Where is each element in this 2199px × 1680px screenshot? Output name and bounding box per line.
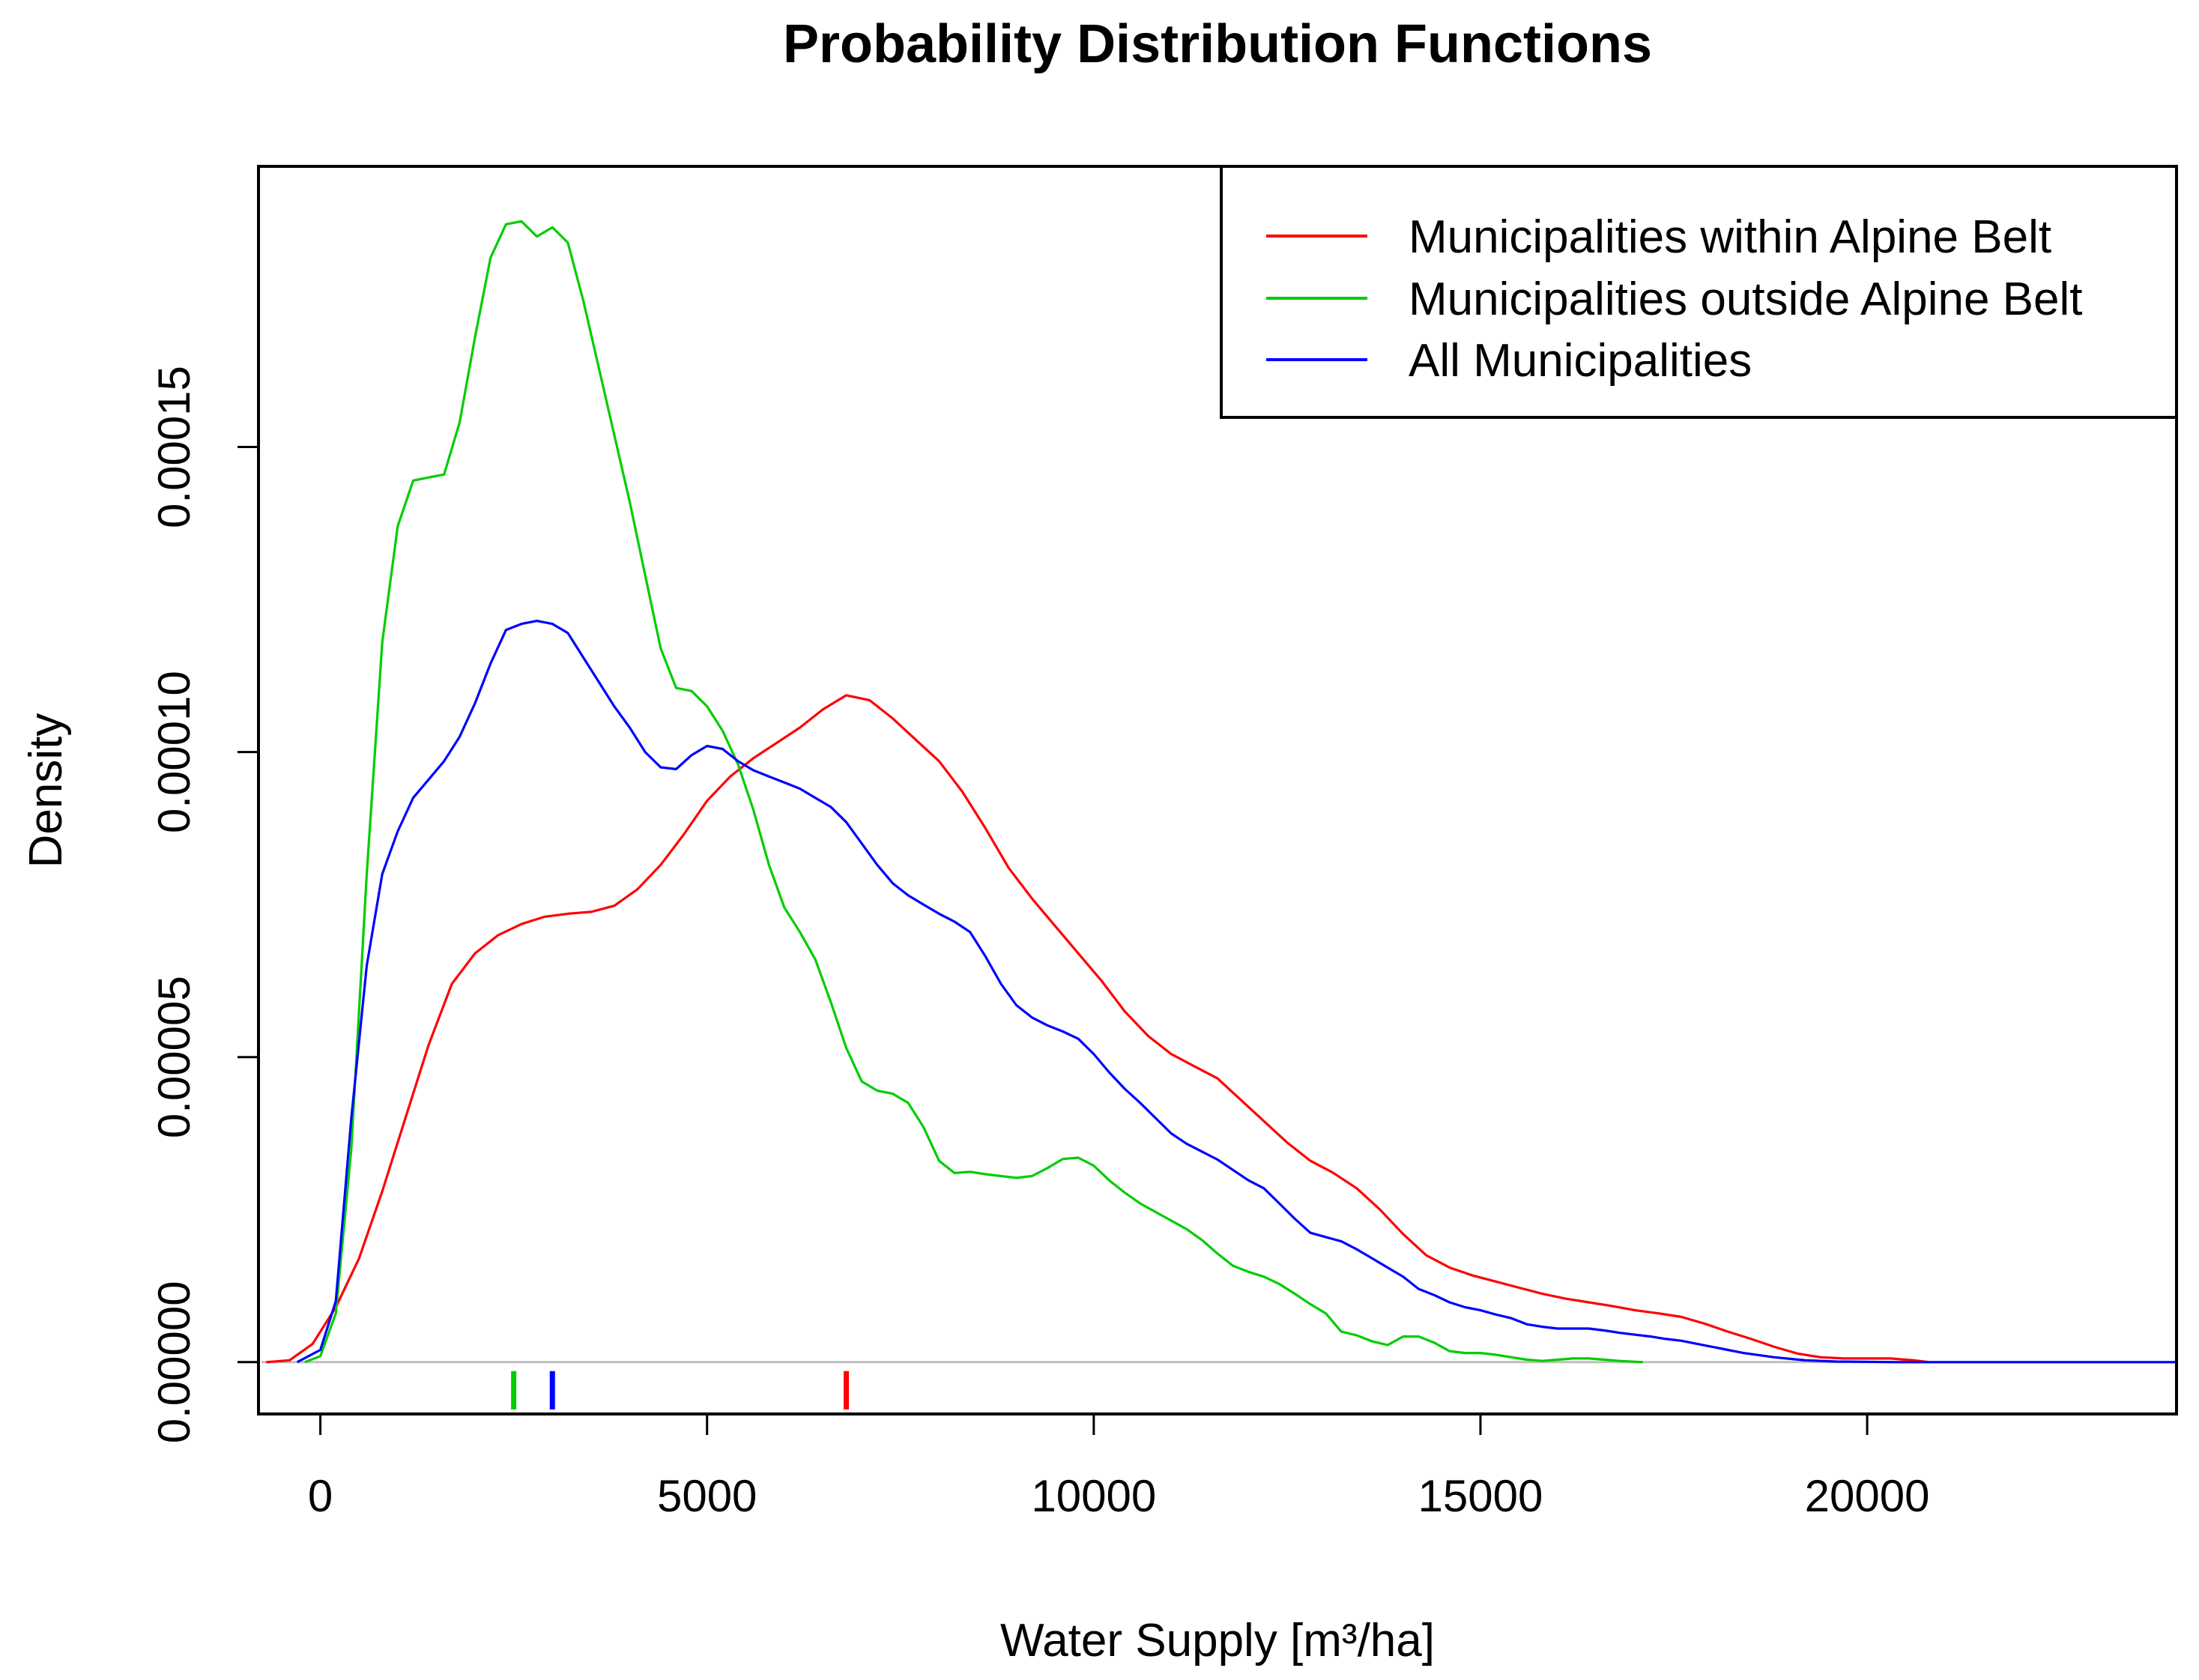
legend: Municipalities within Alpine Belt Munici… [1220,165,2178,419]
legend-box [1220,165,2178,419]
plot-area [261,220,2177,1409]
legend-label-all: All Municipalities [1409,335,1752,387]
x-axis-label: Water Supply [m³/ha] [1000,1615,1435,1667]
y-tick-label: 0.00010 [149,671,199,833]
legend-item-outside-alpine: Municipalities outside Alpine Belt [1266,274,2083,325]
x-axis: 0 5000 10000 15000 20000 [308,1412,1930,1521]
x-tick-label: 10000 [1031,1471,1156,1521]
y-axis-label: Density [20,713,72,868]
legend-label-within-alpine: Municipalities within Alpine Belt [1409,211,2051,263]
x-tick-label: 0 [308,1471,333,1521]
legend-item-all: All Municipalities [1266,335,1752,387]
x-tick-label: 5000 [657,1471,757,1521]
x-tick-label: 20000 [1805,1471,1930,1521]
chart-title: Probability Distribution Functions [783,14,1652,74]
legend-label-outside-alpine: Municipalities outside Alpine Belt [1409,274,2083,325]
y-tick-label: 0.00005 [149,976,199,1138]
y-tick-label: 0.00000 [149,1281,199,1443]
x-tick-label: 15000 [1418,1471,1543,1521]
y-tick-label: 0.00015 [149,366,199,528]
y-axis: 0.00000 0.00005 0.00010 0.00015 [149,366,260,1443]
density-line-outside-alpine [304,220,1643,1364]
density-line-within-alpine [266,694,1929,1364]
density-line-all [296,620,2177,1364]
legend-item-within-alpine: Municipalities within Alpine Belt [1266,211,2051,263]
